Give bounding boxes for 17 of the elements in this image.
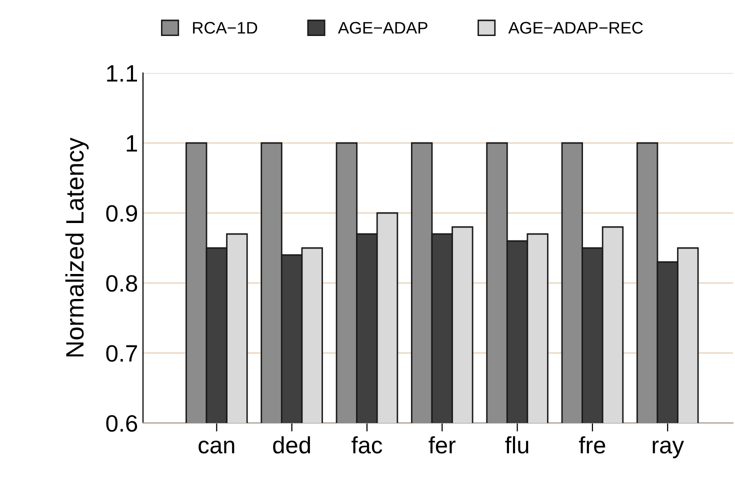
y-tick-label: 0.7 bbox=[106, 345, 137, 362]
y-axis-title: Normalized Latency bbox=[65, 138, 89, 356]
y-tick-label: 1 bbox=[126, 135, 137, 152]
legend-label: AGE−ADAP bbox=[338, 22, 428, 34]
y-tick-label: 1.1 bbox=[107, 65, 137, 82]
legend-label: AGE−ADAP−REC bbox=[508, 22, 643, 34]
x-tick-label: ded bbox=[273, 436, 310, 454]
x-tick-label: fac bbox=[352, 436, 382, 454]
y-tick-label: 0.8 bbox=[106, 275, 138, 292]
x-tick-label: can bbox=[198, 440, 234, 454]
x-tick-label: flu bbox=[505, 436, 528, 454]
x-tick-label: fre bbox=[579, 436, 606, 454]
x-tick-label: fer bbox=[428, 436, 456, 454]
y-tick-label: 0.6 bbox=[106, 415, 138, 432]
x-tick-label: ray bbox=[652, 440, 684, 458]
legend-label: RCA−1D bbox=[193, 22, 258, 34]
y-tick-label: 0.9 bbox=[106, 205, 138, 222]
